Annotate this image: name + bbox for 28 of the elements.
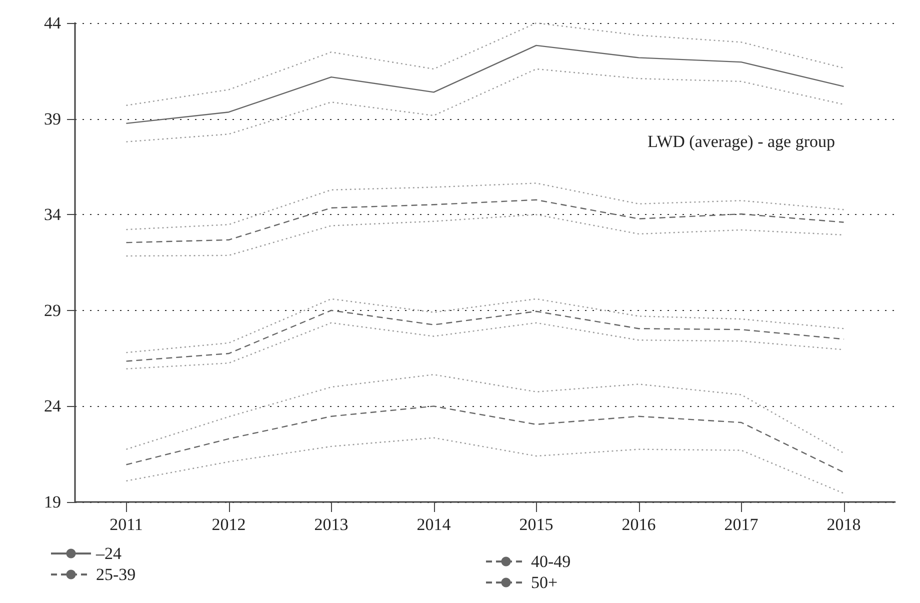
y-tick-label: 34 bbox=[44, 205, 62, 224]
x-tick-label: 2015 bbox=[519, 515, 554, 534]
x-tick-label: 2018 bbox=[826, 515, 861, 534]
legend-label: –24 bbox=[95, 544, 122, 563]
legend-label: 40-49 bbox=[531, 552, 571, 571]
legend-label: 25-39 bbox=[96, 565, 136, 584]
x-tick-label: 2011 bbox=[110, 515, 143, 534]
line-series bbox=[126, 182, 844, 230]
x-tick-label: 2013 bbox=[314, 515, 348, 534]
line-series bbox=[126, 199, 844, 244]
y-tick-label: 39 bbox=[44, 109, 61, 128]
line-series bbox=[126, 22, 844, 106]
x-tick-label: 2016 bbox=[622, 515, 656, 534]
text: LWD (average) - age group bbox=[647, 132, 836, 151]
x-tick-label: 2012 bbox=[212, 515, 246, 534]
y-tick-label: 24 bbox=[44, 396, 62, 416]
line-series bbox=[126, 298, 844, 354]
y-tick-label: 19 bbox=[44, 492, 61, 512]
y-tick-label: 29 bbox=[44, 300, 61, 320]
x-tick-label: 2014 bbox=[416, 515, 452, 534]
line-series bbox=[126, 437, 844, 494]
y-tick-label: 44 bbox=[44, 14, 62, 32]
line-series bbox=[126, 310, 844, 362]
legend-label: 50+ bbox=[531, 573, 558, 592]
line-series bbox=[126, 44, 844, 124]
x-tick-label: 2017 bbox=[724, 515, 759, 534]
line-series bbox=[126, 374, 844, 454]
line-series bbox=[126, 406, 844, 473]
